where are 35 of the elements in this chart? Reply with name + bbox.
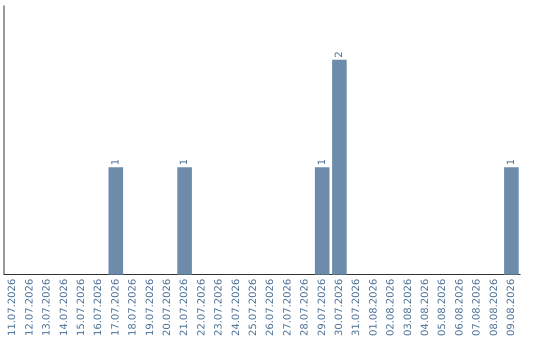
x-tick-label: 12.07.2026 — [24, 278, 36, 336]
x-tick-label: 15.07.2026 — [76, 278, 87, 336]
x-tick-label: 08.08.2026 — [488, 278, 500, 336]
x-tick-label: 25.07.2026 — [248, 278, 259, 336]
data-label: 1 — [110, 158, 122, 166]
x-tick-label: 17.07.2026 — [110, 278, 122, 336]
x-tick-label: 21.07.2026 — [179, 278, 190, 336]
x-tick-label: 01.08.2026 — [368, 278, 380, 336]
x-tick-label: 30.07.2026 — [334, 278, 345, 336]
x-tick-label: 18.07.2026 — [128, 278, 139, 336]
x-tick-label: 20.07.2026 — [162, 278, 173, 336]
x-tick-label: 13.07.2026 — [42, 278, 53, 336]
x-tick-label: 31.07.2026 — [351, 278, 362, 336]
data-label: 1 — [506, 158, 517, 166]
x-tick-label: 09.08.2026 — [506, 278, 517, 336]
data-label: 1 — [316, 158, 328, 166]
x-tick-label: 04.08.2026 — [420, 278, 431, 336]
x-tick-label: 29.07.2026 — [316, 278, 328, 336]
x-tick-label: 24.07.2026 — [230, 278, 242, 336]
x-tick-label: 19.07.2026 — [144, 278, 156, 336]
x-tick-label: 28.07.2026 — [300, 278, 311, 336]
data-label: 1 — [179, 158, 190, 166]
x-tick-label: 07.08.2026 — [472, 278, 483, 336]
x-tick-label: 11.07.2026 — [7, 278, 18, 336]
x-tick-label: 22.07.2026 — [196, 278, 208, 336]
x-tick-label: 27.07.2026 — [282, 278, 294, 336]
data-label: 2 — [334, 51, 345, 58]
x-tick-label: 02.08.2026 — [386, 278, 397, 336]
x-tick-label: 26.07.2026 — [265, 278, 276, 336]
x-tick-label: 23.07.2026 — [214, 278, 225, 336]
x-tick-label: 06.08.2026 — [454, 278, 466, 336]
x-tick-label: 16.07.2026 — [93, 278, 104, 336]
x-tick-label: 05.08.2026 — [437, 278, 448, 336]
x-tick-label: 03.08.2026 — [402, 278, 414, 336]
x-tick-label: 14.07.2026 — [58, 278, 70, 336]
